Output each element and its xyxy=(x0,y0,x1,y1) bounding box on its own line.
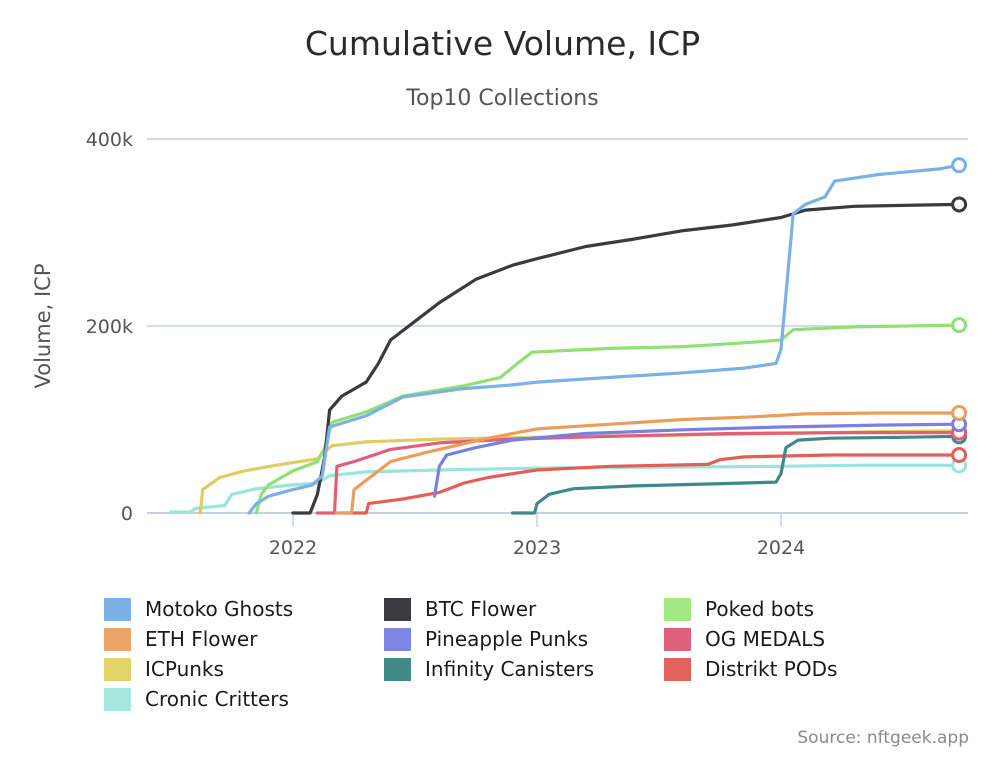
chart-subtitle: Top10 Collections xyxy=(406,86,599,111)
series-line-cronic-critters[interactable] xyxy=(169,463,961,514)
legend-item-eth-flower[interactable]: ETH Flower xyxy=(104,626,257,652)
chart-title: Cumulative Volume, ICP xyxy=(304,24,701,63)
legend-swatch-icon xyxy=(104,627,131,651)
end-point-poked-bots[interactable] xyxy=(951,317,968,334)
legend-label: OG MEDALS xyxy=(705,627,826,651)
legend-item-icpunks[interactable]: ICPunks xyxy=(104,656,224,682)
y-tick-label: 400k xyxy=(86,129,133,151)
legend-swatch-icon xyxy=(384,627,411,651)
legend-item-og-medals[interactable]: OG MEDALS xyxy=(664,626,825,652)
source-credit: Source: nftgeek.app xyxy=(797,728,969,748)
end-markers xyxy=(951,157,968,474)
end-point-btc-flower[interactable] xyxy=(951,196,968,213)
y-axis-title: Volume, ICP xyxy=(31,264,55,389)
legend-label: Infinity Canisters xyxy=(425,657,595,681)
legend-swatch-icon xyxy=(104,597,131,621)
legend-label: Pineapple Punks xyxy=(425,627,589,651)
y-tick-label: 200k xyxy=(86,316,133,338)
legend-swatch-icon xyxy=(664,597,691,621)
legend-item-btc-flower[interactable]: BTC Flower xyxy=(384,596,536,622)
x-tick-label: 2023 xyxy=(513,537,561,559)
legend-label: Poked bots xyxy=(705,597,815,621)
x-tick-label: 2024 xyxy=(757,537,805,559)
y-axis: 0 200k 400k xyxy=(86,129,133,525)
legend-label: Cronic Critters xyxy=(145,687,289,711)
series-line-motoko-ghosts[interactable] xyxy=(247,163,961,515)
series-line-poked-bots[interactable] xyxy=(254,323,961,515)
legend-item-pineapple-punks[interactable]: Pineapple Punks xyxy=(384,626,588,652)
series-line-og-medals[interactable] xyxy=(315,431,961,515)
legend-swatch-icon xyxy=(664,657,691,681)
series-lines xyxy=(169,163,961,515)
chart-plot-area: 2022 2023 2024 0 200k 400k Volume, ICP xyxy=(31,129,968,559)
legend-label: BTC Flower xyxy=(425,597,537,621)
y-tick-label: 0 xyxy=(121,503,133,525)
legend-label: Motoko Ghosts xyxy=(145,597,294,621)
legend-item-motoko-ghosts[interactable]: Motoko Ghosts xyxy=(104,596,293,622)
series-line-distrikt-pods[interactable] xyxy=(340,453,961,515)
legend-swatch-icon xyxy=(384,657,411,681)
legend-item-distrikt-pods[interactable]: Distrikt PODs xyxy=(664,656,837,682)
end-point-distrikt-pods[interactable] xyxy=(951,447,968,464)
end-point-eth-flower[interactable] xyxy=(951,404,968,421)
legend-item-poked-bots[interactable]: Poked bots xyxy=(664,596,814,622)
series-line-infinity-canisters[interactable] xyxy=(511,434,961,515)
x-axis: 2022 2023 2024 xyxy=(147,512,968,559)
legend-swatch-icon xyxy=(664,627,691,651)
legend-label: ETH Flower xyxy=(145,627,258,651)
end-point-motoko-ghosts[interactable] xyxy=(951,157,968,174)
legend-label: Distrikt PODs xyxy=(705,657,838,681)
legend-item-cronic-critters[interactable]: Cronic Critters xyxy=(104,686,289,712)
series-line-eth-flower[interactable] xyxy=(335,411,961,515)
series-line-btc-flower[interactable] xyxy=(291,202,961,515)
x-tick-label: 2022 xyxy=(269,537,317,559)
legend-swatch-icon xyxy=(104,687,131,711)
legend-swatch-icon xyxy=(384,597,411,621)
legend-item-infinity-canisters[interactable]: Infinity Canisters xyxy=(384,656,594,682)
series-line-pineapple-punks[interactable] xyxy=(432,422,961,498)
legend-label: ICPunks xyxy=(145,657,224,681)
legend-swatch-icon xyxy=(104,657,131,681)
